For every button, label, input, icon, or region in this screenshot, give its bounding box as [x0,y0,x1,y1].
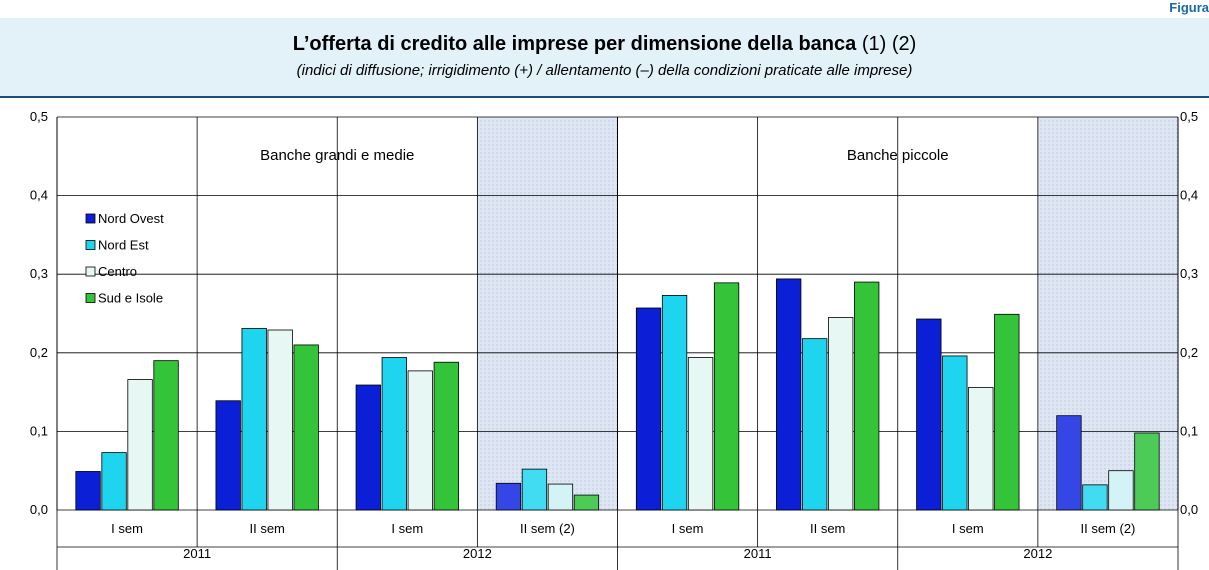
y-tick-label-left: 0,2 [30,345,48,360]
x-category-label: II sem (2) [1080,521,1135,536]
x-category-label: II sem [810,521,845,536]
bar [495,482,522,511]
bar [521,468,548,511]
shaded-region [477,117,618,510]
y-tick-label-left: 0,0 [30,502,48,517]
x-category-label: I sem [952,521,984,536]
y-tick-label-right: 0,4 [1180,188,1198,203]
panel-title: Banche grandi e medie [260,147,414,164]
bar [713,282,740,511]
bar [854,281,880,511]
x-year-label: 2012 [463,546,492,561]
chart-title-notes: (1) (2) [861,33,917,55]
bar [828,317,854,511]
bar [661,295,688,511]
bar [687,357,714,511]
bar [942,355,968,511]
bar [635,307,662,511]
header-band [0,18,1209,98]
x-category-label: II sem [249,521,284,536]
x-year-label: 2012 [1023,546,1052,561]
bar [994,313,1020,511]
legend-label: Nord Ovest [98,211,164,226]
chart-title: L’offerta di credito alle imprese per di… [0,33,1209,56]
bar [75,471,101,511]
chart-subtitle: (indici di diffusione; irrigidimento (+)… [296,62,913,79]
bar [355,384,381,511]
y-tick-label-left: 0,1 [30,423,48,438]
y-tick-label-right: 0,1 [1180,423,1198,438]
bar [101,452,127,511]
legend-label: Sud e Isole [98,291,163,306]
x-category-label: II sem (2) [520,521,575,536]
bar [968,386,994,511]
legend-swatch [85,266,96,277]
bar [381,357,407,511]
legend-swatch [85,293,96,303]
bar [293,344,319,511]
bar [776,278,802,511]
bar [267,329,293,511]
bar [241,328,267,511]
legend-label: Centro [98,264,137,279]
legend-swatch [85,213,96,224]
x-category-label: I sem [672,521,704,536]
bar [1134,432,1160,511]
y-tick-label-right: 0,0 [1180,502,1198,517]
bar [547,483,574,511]
x-category-label: I sem [111,521,143,536]
chart-title-main: L’offerta di credito alle imprese per di… [292,33,857,55]
y-tick-label-left: 0,4 [30,188,48,203]
x-year-label: 2011 [183,546,211,561]
panel-title: Banche piccole [847,147,949,164]
bar [407,370,433,511]
bar [215,400,241,511]
x-year-label: 2011 [744,546,772,561]
bar [1108,470,1134,511]
y-tick-label-right: 0,2 [1180,345,1198,360]
bar [153,360,179,511]
legend-swatch [85,240,96,250]
bar [916,318,942,511]
bar [127,379,153,511]
bar [433,361,459,511]
x-category-label: I sem [391,521,423,536]
y-tick-label-left: 0,3 [30,266,48,281]
y-tick-label-left: 0,5 [30,109,48,124]
y-tick-label-right: 0,3 [1180,266,1198,281]
bar [573,494,600,511]
bar [802,338,828,511]
legend-label: Nord Est [98,238,149,253]
y-tick-label-right: 0,5 [1180,109,1198,124]
figure-label: Figura [1169,0,1209,15]
bar [1056,415,1082,511]
bar-chart: 0,0 0,0 0,1 0,1 0,2 0,2 0,3 0,3 0,4 0,4 0,5 0,5 Banc… [30,109,1198,570]
bar [1082,484,1108,511]
